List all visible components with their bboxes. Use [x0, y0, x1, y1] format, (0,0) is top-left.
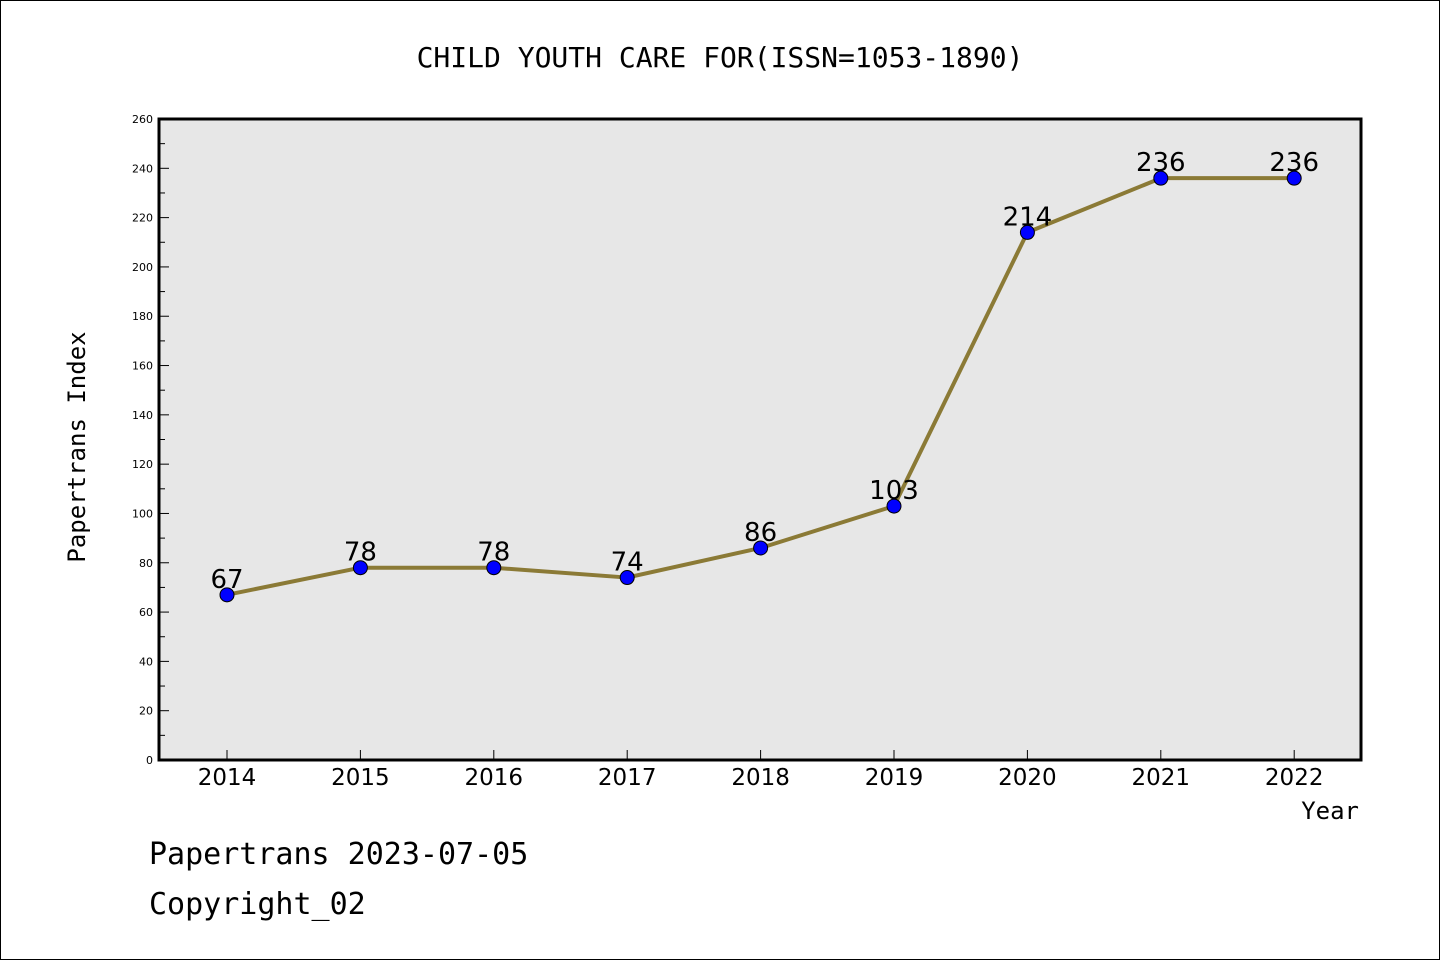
- y-tick-label: 220: [132, 212, 153, 225]
- data-point: [1019, 224, 1035, 240]
- data-label: 78: [344, 538, 377, 568]
- y-tick-label: 180: [132, 310, 153, 323]
- x-tick-label: 2020: [998, 765, 1057, 791]
- y-tick-label: 0: [146, 754, 153, 767]
- y-tick-label: 20: [139, 705, 153, 718]
- series-layer: [219, 170, 1302, 603]
- y-tick-label: 100: [132, 507, 153, 520]
- y-tick-label: 80: [139, 557, 153, 570]
- y-tick-label: 120: [132, 458, 153, 471]
- x-axis-label: Year: [1301, 797, 1359, 825]
- x-tick-label: 2018: [731, 765, 790, 791]
- x-tick-label: 2015: [331, 765, 390, 791]
- data-point: [219, 587, 235, 603]
- data-label: 214: [1003, 202, 1053, 232]
- y-axis-ticks: 0 20 40 60 80 100 120 140 160 180 200 220 240 260: [132, 113, 169, 767]
- footer-copyright: Copyright_02: [149, 887, 366, 922]
- y-tick-label: 40: [139, 655, 153, 668]
- data-point: [1153, 170, 1169, 186]
- x-tick-label: 2017: [598, 765, 657, 791]
- y-tick-label: 160: [132, 360, 153, 373]
- y-tick-label: 60: [139, 606, 153, 619]
- data-point: [619, 570, 635, 586]
- x-tick-label: 2022: [1265, 765, 1324, 791]
- data-point: [486, 560, 502, 576]
- chart-title: CHILD YOUTH CARE FOR(ISSN=1053-1890): [417, 41, 1024, 74]
- y-tick-label: 200: [132, 261, 153, 274]
- data-labels: 67 78 78 74 86 103 214 236 236: [210, 148, 1319, 595]
- y-tick-label: 260: [132, 113, 153, 126]
- data-point: [352, 560, 368, 576]
- x-axis-ticks: 2014 2015 2016 2017 2018 2019 2020 2021 2022: [198, 750, 1324, 791]
- y-axis-label: Papertrans Index: [63, 331, 91, 562]
- data-label: 67: [210, 565, 243, 595]
- x-tick-label: 2019: [865, 765, 924, 791]
- data-label: 103: [869, 476, 919, 506]
- data-label: 74: [611, 548, 644, 578]
- data-label: 236: [1269, 148, 1319, 178]
- data-label: 236: [1136, 148, 1186, 178]
- plot-area: [157, 117, 1363, 762]
- data-label: 86: [744, 518, 777, 548]
- data-point: [753, 540, 769, 556]
- x-tick-label: 2016: [465, 765, 524, 791]
- data-point: [1286, 170, 1302, 186]
- x-tick-label: 2021: [1132, 765, 1191, 791]
- data-label: 78: [477, 538, 510, 568]
- y-tick-label: 240: [132, 162, 153, 175]
- y-tick-label: 140: [132, 409, 153, 422]
- data-point: [886, 498, 902, 514]
- x-tick-label: 2014: [198, 765, 257, 791]
- footer-source: Papertrans 2023-07-05: [149, 837, 528, 872]
